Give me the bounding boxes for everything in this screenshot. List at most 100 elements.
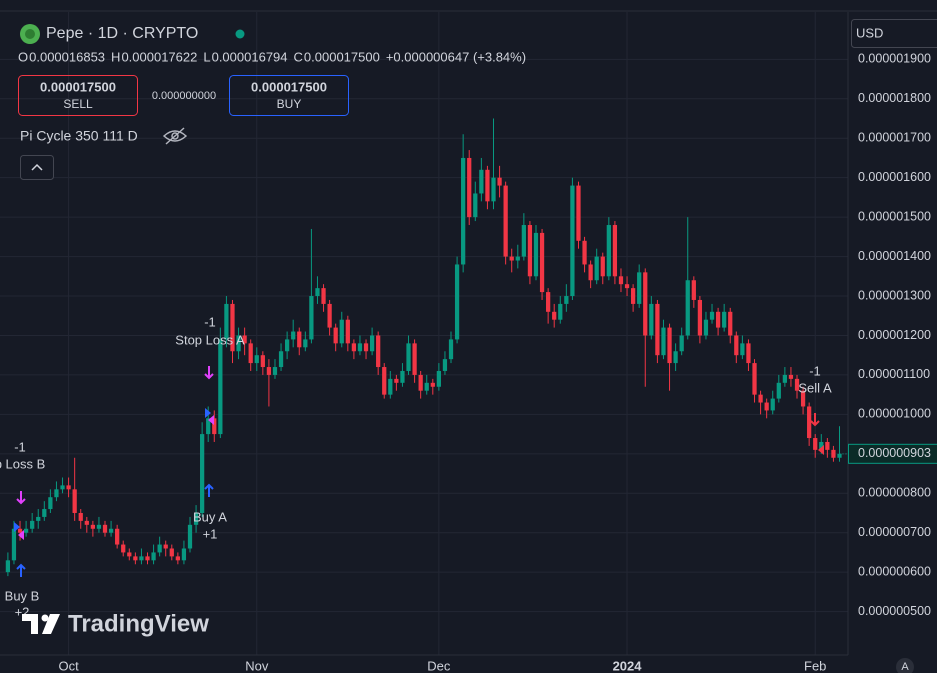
candle-body [576,185,581,241]
candle-body [825,441,830,450]
candle-body [139,556,144,561]
candle-body [473,193,478,218]
candle-body [66,485,71,490]
x-tick-label: Feb [804,658,826,673]
candle-body [418,374,423,391]
candle-body [794,378,800,391]
collapse-button[interactable] [20,155,54,180]
candle-body [819,441,824,450]
logo-mark-t [22,614,38,634]
spread: 0.000000000 [152,90,216,102]
candle-body [800,390,806,407]
symbol-title[interactable]: Pepe · 1D · CRYPTO [46,25,198,42]
sell-price: 0.000017500 [40,79,116,94]
ohlc-key: H [111,49,120,64]
candle-body [333,327,338,344]
candle-body [564,296,569,304]
y-tick-label: 0.000001700 [858,131,931,145]
buy-button[interactable] [229,75,349,116]
market-status [235,29,245,39]
candle-body [770,398,775,411]
candle-body [436,370,441,387]
candle-body [661,327,666,356]
candle-body [266,367,272,375]
chevron-up [31,163,43,171]
candle-body [248,343,253,364]
signal-arrow [16,563,26,577]
autoscale-button[interactable] [896,658,914,673]
candle-body [558,303,563,320]
logo-mark-slash [42,614,60,634]
y-tick-label: 0.000001600 [858,170,931,184]
candle-body [442,359,448,371]
candle-body [272,367,278,375]
candle-body [102,524,108,533]
candle-body [90,524,95,529]
candle-body [406,343,411,371]
sell-label: SELL [63,97,93,111]
candle-body [515,256,520,261]
y-tick-label: 0.000001800 [858,91,931,105]
candle-body [200,434,205,513]
ohlc-change: +0.000000647 (+3.84%) [386,49,526,64]
candle-body [430,382,435,387]
candle-body [309,296,314,340]
signal-marker [818,445,824,455]
currency-select[interactable] [851,19,937,48]
candle-body [133,556,138,561]
logo-text: TradingView [68,610,209,637]
candle-body [260,355,265,368]
candle-body [17,528,23,533]
candle-body [163,544,168,549]
candle-body [643,272,648,336]
ohlc-value: 0.000016794 [212,49,288,64]
candle-body [376,335,381,368]
candle-body [758,394,763,403]
x-tick-label: Nov [245,658,269,673]
annotation-label: Stop Loss A [175,332,245,347]
candle-body [679,335,684,352]
indicator-label[interactable]: Pi Cycle 350 111 D [20,128,138,144]
candle-body [503,185,508,257]
candle-body [212,418,217,435]
grid [0,12,848,655]
candle-body [788,374,794,379]
candle-body [539,232,545,293]
y-tick-label: 0.000001000 [858,407,931,421]
signal-arrow [204,366,214,380]
signal-marker [18,530,24,540]
candle-body [782,374,787,383]
candle-body [527,225,533,277]
candle-body [764,402,769,411]
buy-price: 0.000017500 [251,79,327,94]
candle-body [242,335,247,344]
hide-icon[interactable] [162,127,188,145]
candle-body [339,319,344,344]
candle-body [485,169,490,202]
candle-body [254,355,259,364]
candle-body [509,256,514,261]
annotation-qty: +1 [203,526,218,541]
candle-body [357,343,363,352]
ohlc-value: 0.000017500 [304,49,380,64]
candle-body [752,363,757,395]
candle-body [400,370,405,383]
candle-body [230,303,235,352]
candle-body [394,378,399,383]
sell-button[interactable] [18,75,138,116]
candle-body [78,512,83,521]
candle-body [807,406,812,439]
symbol-logo-inner [25,29,35,39]
slash [165,127,185,145]
candle-body [461,157,466,265]
candle-body [175,556,180,561]
y-tick-label: 0.000001900 [858,52,931,66]
ohlc-value: 0.000016853 [29,49,105,64]
y-tick-label: 0.000001200 [858,328,931,342]
candle-body [837,453,842,458]
candle-body [673,351,678,364]
candle-body [448,339,454,360]
